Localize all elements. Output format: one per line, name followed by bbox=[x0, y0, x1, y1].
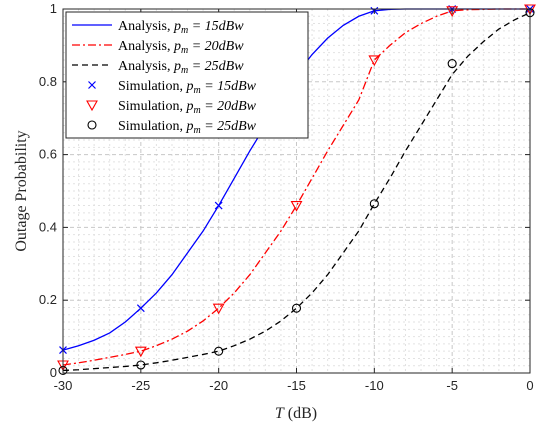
legend-label: Simulation, pm = 15dBw bbox=[118, 79, 257, 96]
x-tick-label: -15 bbox=[287, 378, 306, 393]
legend-label: Simulation, pm = 25dBw bbox=[118, 119, 257, 136]
y-tick-label: 1 bbox=[50, 1, 57, 16]
y-tick-label: 0 bbox=[50, 365, 57, 380]
y-tick-label: 0.4 bbox=[39, 219, 57, 234]
x-tick-label: -25 bbox=[131, 378, 150, 393]
legend-label: Simulation, pm = 20dBw bbox=[118, 99, 257, 116]
y-tick-label: 0.6 bbox=[39, 147, 57, 162]
x-tick-label: -30 bbox=[54, 378, 73, 393]
x-tick-label: 0 bbox=[526, 378, 533, 393]
x-tick-label: -10 bbox=[365, 378, 384, 393]
y-axis-label: Outage Probability bbox=[13, 130, 30, 251]
y-tick-label: 0.8 bbox=[39, 74, 57, 89]
x-tick-label: -20 bbox=[209, 378, 228, 393]
y-tick-label: 0.2 bbox=[39, 292, 57, 307]
x-tick-label: -5 bbox=[446, 378, 458, 393]
x-axis-label: T (dB) bbox=[275, 405, 317, 422]
